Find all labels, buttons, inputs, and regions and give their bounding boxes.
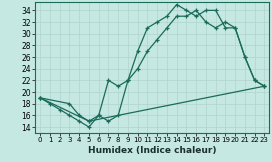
X-axis label: Humidex (Indice chaleur): Humidex (Indice chaleur) xyxy=(88,146,217,155)
